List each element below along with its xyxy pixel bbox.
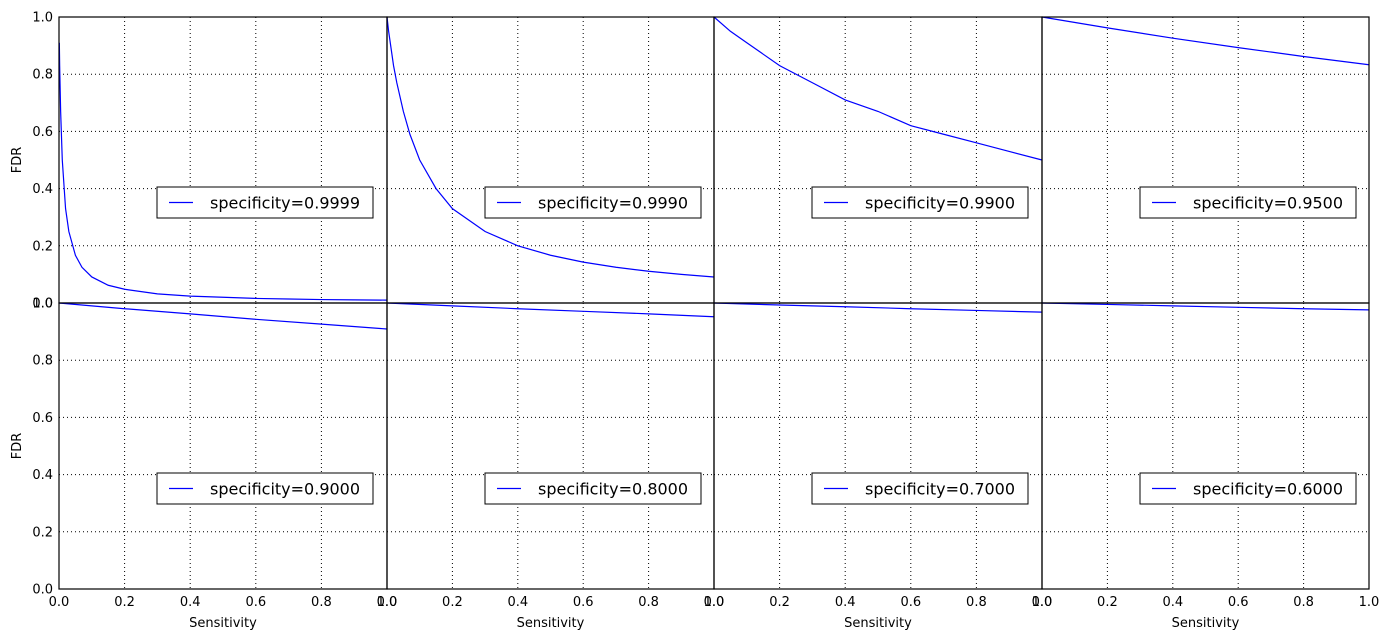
series-line bbox=[386, 16, 715, 278]
x-axis-label: Sensitivity bbox=[189, 616, 257, 631]
y-tick-label: 0.6 bbox=[32, 411, 53, 426]
x-tick-label: 0.6 bbox=[1228, 595, 1249, 610]
x-tick-label: 0.4 bbox=[507, 595, 528, 610]
y-axis-label: FDR bbox=[10, 147, 25, 174]
legend: specificity=0.6000 bbox=[1139, 472, 1357, 505]
x-tick-label: 0.2 bbox=[114, 595, 135, 610]
legend: specificity=0.9999 bbox=[156, 186, 374, 219]
x-tick-label: 0.4 bbox=[835, 595, 856, 610]
subplot-8: 0.0 0.2 0.4 0.6 0.8 1.0 Sensitivity specificity… bbox=[1032, 302, 1380, 631]
x-axis-label: Sensitivity bbox=[517, 616, 585, 631]
x-tick-label: 0.4 bbox=[180, 595, 201, 610]
legend: specificity=0.7000 bbox=[811, 472, 1029, 505]
y-tick-label: 0.2 bbox=[32, 525, 53, 540]
x-tick-label: 0.6 bbox=[245, 595, 266, 610]
y-tick-label: 0.4 bbox=[32, 468, 53, 483]
y-tick-label: 0.0 bbox=[32, 583, 53, 598]
series-line bbox=[713, 16, 1043, 161]
plot-frame bbox=[386, 302, 715, 590]
x-tick-label: 1.0 bbox=[1032, 595, 1053, 610]
series-line bbox=[58, 42, 388, 301]
series-line bbox=[386, 302, 715, 318]
series-line bbox=[58, 302, 388, 330]
plot-frame bbox=[713, 16, 1043, 304]
x-tick-label: 0.2 bbox=[442, 595, 463, 610]
x-tick-label: 0.6 bbox=[573, 595, 594, 610]
y-tick-label: 1.0 bbox=[32, 11, 53, 26]
x-tick-label: 0.2 bbox=[769, 595, 790, 610]
subplot-6: 0.0 0.2 0.4 0.6 0.8 1.0 Sensitivity specificity… bbox=[377, 302, 725, 631]
x-tick-label: 0.4 bbox=[1162, 595, 1183, 610]
y-tick-label: 0.2 bbox=[32, 239, 53, 254]
x-tick-label: 0.8 bbox=[311, 595, 332, 610]
x-tick-label: 1.0 bbox=[1359, 595, 1380, 610]
x-tick-label: 0.6 bbox=[900, 595, 921, 610]
x-tick-label: 1.0 bbox=[377, 595, 398, 610]
subplot-3: specificity=0.9900 bbox=[713, 16, 1043, 304]
y-axis-label: FDR bbox=[10, 433, 25, 460]
legend-label: specificity=0.6000 bbox=[1193, 480, 1343, 499]
x-tick-label: 0.2 bbox=[1097, 595, 1118, 610]
x-axis-label: Sensitivity bbox=[844, 616, 912, 631]
legend-label: specificity=0.7000 bbox=[865, 480, 1015, 499]
y-tick-label: 0.8 bbox=[32, 68, 53, 83]
plot-frame bbox=[386, 16, 715, 304]
x-tick-label: 1.0 bbox=[704, 595, 725, 610]
y-tick-label: 0.0 bbox=[32, 297, 53, 312]
series-line bbox=[1041, 302, 1370, 311]
y-tick-label: 1.0 bbox=[32, 297, 53, 312]
legend-label: specificity=0.9000 bbox=[210, 480, 360, 499]
x-tick-label: 0.8 bbox=[966, 595, 987, 610]
series-line bbox=[1041, 16, 1370, 66]
x-tick-label: 0.8 bbox=[1293, 595, 1314, 610]
plot-frame bbox=[1041, 16, 1370, 304]
x-tick-label: 0.0 bbox=[1032, 595, 1053, 610]
subplot-2: specificity=0.9990 bbox=[386, 16, 715, 304]
legend-label: specificity=0.9500 bbox=[1193, 194, 1343, 213]
y-tick-label: 0.4 bbox=[32, 182, 53, 197]
x-tick-label: 0.0 bbox=[49, 595, 70, 610]
legend: specificity=0.9990 bbox=[484, 186, 702, 219]
series-line bbox=[713, 302, 1043, 313]
subplot-1: 0.0 0.2 0.4 0.6 0.8 1.0 FDR specificity=0.9999 bbox=[10, 11, 388, 312]
subplot-5: 0.0 0.2 0.4 0.6 0.8 1.0 FDR 0.0 0.2 0.4 0.6 0.8 1.0 S… bbox=[10, 297, 397, 632]
legend-label: specificity=0.9900 bbox=[865, 194, 1015, 213]
x-tick-label: 0.0 bbox=[704, 595, 725, 610]
x-tick-label: 0.0 bbox=[377, 595, 398, 610]
legend: specificity=0.8000 bbox=[484, 472, 702, 505]
x-axis-label: Sensitivity bbox=[1172, 616, 1240, 631]
plot-frame bbox=[1041, 302, 1370, 590]
legend-label: specificity=0.9999 bbox=[210, 194, 360, 213]
plot-frame bbox=[713, 302, 1043, 590]
y-tick-label: 0.6 bbox=[32, 125, 53, 140]
legend: specificity=0.9900 bbox=[811, 186, 1029, 219]
plot-frame bbox=[58, 16, 388, 304]
legend-label: specificity=0.8000 bbox=[538, 480, 688, 499]
x-tick-label: 0.8 bbox=[638, 595, 659, 610]
legend-label: specificity=0.9990 bbox=[538, 194, 688, 213]
legend: specificity=0.9000 bbox=[156, 472, 374, 505]
y-tick-label: 0.8 bbox=[32, 354, 53, 369]
subplot-7: 0.0 0.2 0.4 0.6 0.8 1.0 Sensitivity specificity… bbox=[704, 302, 1053, 631]
subplot-4: specificity=0.9500 bbox=[1041, 16, 1370, 304]
legend: specificity=0.9500 bbox=[1139, 186, 1357, 219]
plot-frame bbox=[58, 302, 388, 590]
